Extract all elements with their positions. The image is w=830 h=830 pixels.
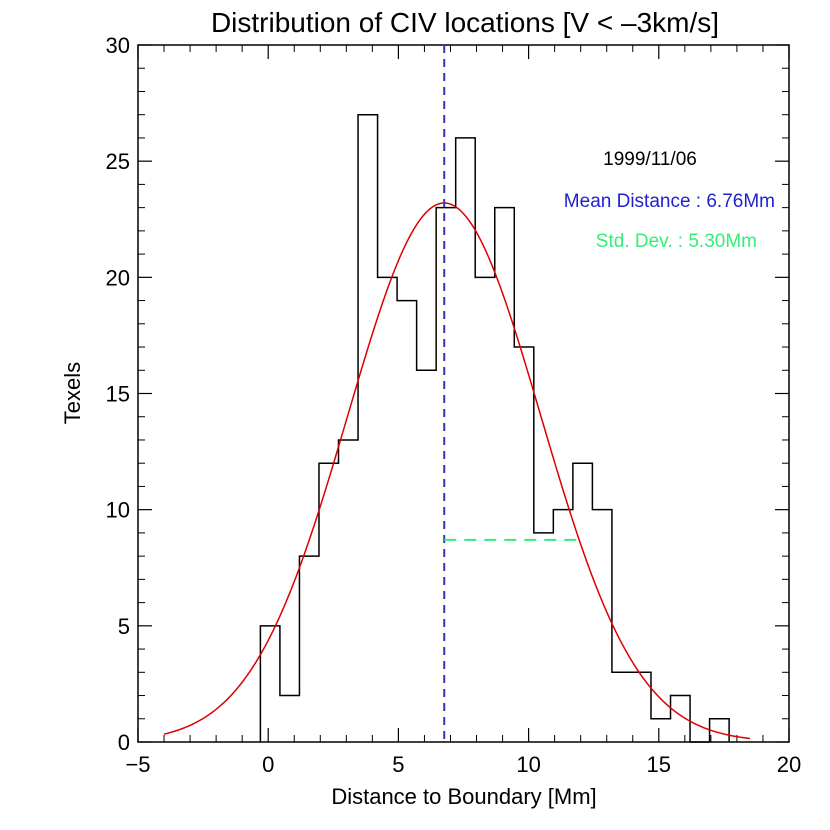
y-tick-label: 10 (106, 498, 130, 523)
histogram-bars (259, 113, 730, 743)
gaussian-fit-curve (163, 202, 751, 740)
date-annotation: 1999/11/06 (603, 149, 697, 170)
y-tick-label: 20 (106, 265, 130, 290)
y-tick-label: 25 (106, 149, 130, 174)
x-tick-label: −5 (125, 752, 150, 777)
x-tick-labels: −5 0 5 10 15 20 (125, 752, 801, 777)
x-tick-label: 10 (516, 752, 540, 777)
x-tick-label: 20 (777, 752, 801, 777)
x-tick-label: 0 (262, 752, 274, 777)
y-tick-label: 0 (118, 730, 130, 755)
y-tick-label: 5 (118, 614, 130, 639)
chart-title: Distribution of CIV locations [V < –3km/… (211, 7, 719, 38)
y-tick-label: 15 (106, 382, 130, 407)
mean-distance-annotation: Mean Distance : 6.76Mm (564, 191, 775, 212)
std-dev-annotation: Std. Dev. : 5.30Mm (596, 231, 757, 252)
y-tick-label: 30 (106, 33, 130, 58)
x-axis-label: Distance to Boundary [Mm] (331, 784, 596, 809)
x-tick-label: 5 (392, 752, 404, 777)
y-tick-labels: 0 5 10 15 20 25 30 (106, 33, 130, 755)
axis-ticks (137, 44, 790, 743)
y-axis-label: Texels (60, 362, 85, 424)
x-tick-label: 15 (647, 752, 671, 777)
